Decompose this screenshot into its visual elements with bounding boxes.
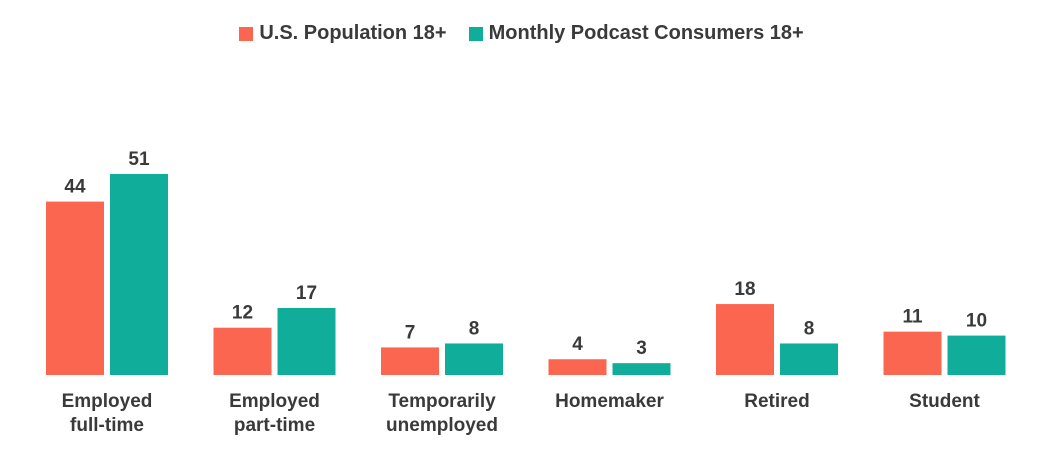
bar-student-us-population (883, 331, 942, 375)
value-label-employed-part-time-podcast-consumers: 17 (296, 283, 317, 304)
legend-swatch-podcast-consumers (468, 26, 483, 41)
bar-homemaker-us-population (548, 359, 607, 375)
bar-student-podcast-consumers (947, 335, 1006, 375)
category-label-retired: Retired (744, 391, 809, 412)
bar-employed-part-time-podcast-consumers (277, 308, 336, 375)
value-label-homemaker-podcast-consumers: 3 (636, 338, 647, 359)
legend-swatch-us-population (239, 26, 254, 41)
bar-employed-full-time-podcast-consumers (110, 174, 168, 375)
value-label-student-podcast-consumers: 10 (966, 311, 987, 332)
bar-temporarily-unemployed-us-population (381, 347, 439, 375)
bar-retired-podcast-consumers (780, 343, 838, 375)
value-label-temporarily-unemployed-us-population: 7 (405, 322, 416, 343)
category-label-homemaker: Homemaker (555, 391, 664, 412)
legend-item-us-population: U.S. Population 18+ (239, 22, 447, 45)
value-label-employed-full-time-us-population: 44 (64, 177, 86, 198)
legend-item-podcast-consumers: Monthly Podcast Consumers 18+ (468, 22, 804, 45)
value-label-retired-podcast-consumers: 8 (804, 318, 815, 339)
value-label-homemaker-us-population: 4 (572, 334, 583, 355)
bars-layer (46, 174, 1006, 375)
value-label-retired-us-population: 18 (734, 279, 755, 300)
bar-temporarily-unemployed-podcast-consumers (445, 343, 503, 375)
value-labels-layer: 44 51 12 17 7 8 4 3 18 8 11 10 (64, 149, 987, 359)
bar-employed-part-time-us-population (213, 327, 272, 375)
bar-homemaker-podcast-consumers (612, 363, 671, 375)
legend: U.S. Population 18+ Monthly Podcast Cons… (0, 22, 1043, 45)
value-label-student-us-population: 11 (902, 307, 923, 328)
category-label-student: Student (909, 391, 980, 412)
category-label-employed-part-time: Employed part-time (229, 391, 320, 436)
legend-label-podcast-consumers: Monthly Podcast Consumers 18+ (488, 22, 804, 44)
bar-retired-us-population (716, 304, 774, 375)
value-label-employed-full-time-podcast-consumers: 51 (128, 149, 150, 170)
value-label-temporarily-unemployed-podcast-consumers: 8 (469, 318, 480, 339)
category-labels-layer: Employed full-time Employed part-time Tempor… (62, 391, 981, 436)
category-label-employed-full-time: Employed full-time (62, 391, 153, 436)
bar-employed-full-time-us-population (46, 201, 104, 375)
legend-label-us-population: U.S. Population 18+ (259, 22, 447, 44)
category-label-temporarily-unemployed: Temporarily unemployed (386, 391, 498, 436)
value-label-employed-part-time-us-population: 12 (232, 303, 253, 324)
